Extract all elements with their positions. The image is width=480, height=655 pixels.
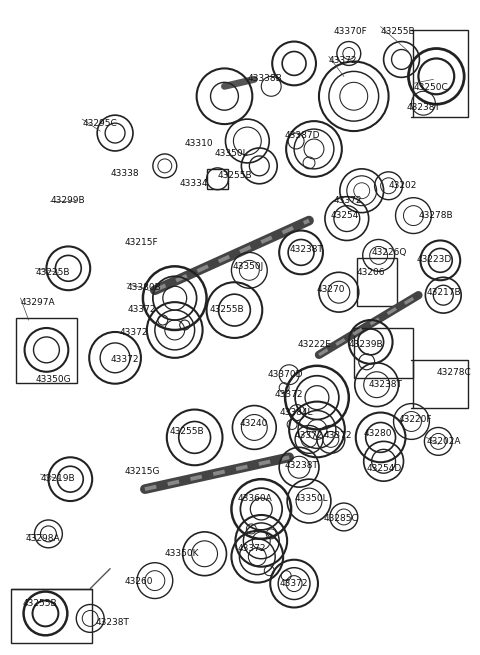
Text: 43238T: 43238T: [407, 103, 440, 112]
Bar: [11, 589, 92, 643]
Text: 43338B: 43338B: [247, 75, 282, 83]
Text: 43372: 43372: [274, 390, 303, 399]
Text: 43254D: 43254D: [367, 464, 402, 474]
Text: 43278B: 43278B: [419, 211, 453, 219]
Text: 43297A: 43297A: [21, 298, 55, 307]
Text: 43350K: 43350K: [165, 549, 199, 558]
Text: 43370F: 43370F: [334, 27, 368, 35]
Text: 43350J: 43350J: [232, 263, 264, 271]
Text: 43384L: 43384L: [279, 407, 312, 417]
Text: 43372: 43372: [324, 432, 352, 440]
Text: 43295C: 43295C: [82, 119, 117, 128]
Text: 43299B: 43299B: [50, 196, 85, 205]
Text: 43255B: 43255B: [210, 305, 244, 314]
Text: 43280: 43280: [364, 430, 392, 438]
Text: 43206: 43206: [357, 269, 385, 277]
Text: 43278C: 43278C: [436, 367, 471, 377]
Text: 43240: 43240: [240, 419, 268, 428]
Text: 43372: 43372: [120, 328, 148, 337]
Text: 43338: 43338: [110, 169, 139, 178]
Text: 43255B: 43255B: [381, 27, 415, 35]
Text: 43370D: 43370D: [267, 370, 303, 379]
Text: 43350L: 43350L: [215, 149, 248, 158]
Text: 43372: 43372: [238, 544, 266, 553]
Bar: [413, 29, 468, 117]
Bar: [413, 360, 468, 407]
Bar: [206, 169, 228, 189]
Text: 43202: 43202: [389, 181, 417, 190]
Text: 43372: 43372: [294, 432, 323, 440]
Bar: [354, 328, 413, 378]
Text: 43215F: 43215F: [125, 238, 159, 248]
Text: 43250C: 43250C: [413, 83, 448, 92]
Text: 43372: 43372: [329, 56, 358, 66]
Bar: [16, 318, 77, 383]
Text: 43387D: 43387D: [284, 131, 320, 140]
Text: 43238T: 43238T: [284, 461, 318, 470]
Text: 43225B: 43225B: [36, 269, 70, 277]
Text: 43334: 43334: [180, 179, 208, 188]
Text: 43372: 43372: [128, 305, 156, 314]
Text: 43222E: 43222E: [297, 340, 331, 349]
Text: 43310: 43310: [185, 139, 213, 148]
Text: 43360A: 43360A: [238, 494, 272, 503]
Text: 43215G: 43215G: [125, 467, 160, 476]
Text: 43254: 43254: [331, 211, 359, 219]
Text: 43238T: 43238T: [369, 380, 403, 388]
Text: 43202A: 43202A: [426, 438, 461, 447]
Text: 43255B: 43255B: [217, 171, 252, 180]
Text: 43219B: 43219B: [40, 474, 75, 483]
Text: 43238T: 43238T: [289, 246, 323, 254]
Text: 43226Q: 43226Q: [372, 248, 407, 257]
Text: 43260: 43260: [125, 576, 154, 586]
Text: 43270: 43270: [317, 285, 346, 294]
Text: 43298A: 43298A: [25, 534, 60, 543]
Text: 43380B: 43380B: [127, 283, 162, 292]
Text: 43372: 43372: [279, 578, 308, 588]
Text: 43350L: 43350L: [294, 494, 328, 503]
Text: 43220F: 43220F: [398, 415, 432, 424]
Text: 43238T: 43238T: [95, 618, 129, 627]
Text: 43255B: 43255B: [23, 599, 57, 608]
Text: 43372: 43372: [110, 355, 139, 364]
Text: 43239B: 43239B: [349, 340, 384, 349]
Text: 43223D: 43223D: [417, 255, 452, 265]
Text: 43350G: 43350G: [36, 375, 71, 384]
Text: 43255B: 43255B: [170, 428, 204, 436]
Text: 43217B: 43217B: [426, 288, 461, 297]
Text: 43285C: 43285C: [324, 514, 359, 523]
Bar: [357, 258, 396, 306]
Text: 43372: 43372: [334, 196, 362, 205]
